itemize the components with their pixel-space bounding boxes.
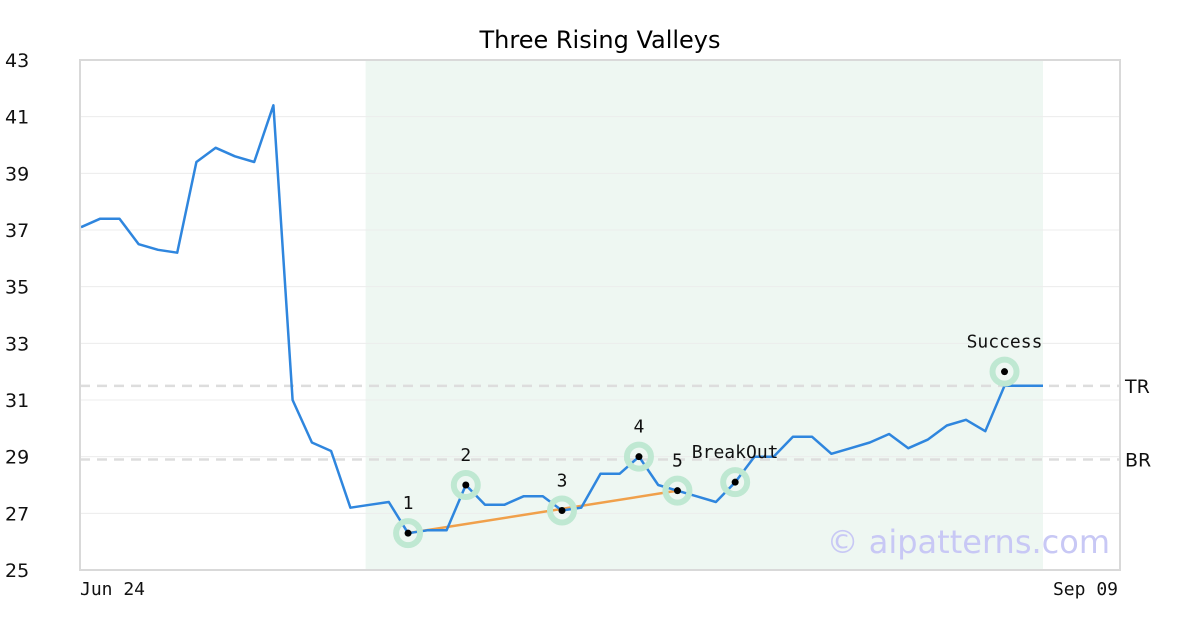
- marker-halo: [393, 518, 424, 549]
- marker-label: 4: [634, 417, 645, 438]
- levels: TR BR: [80, 376, 1151, 472]
- y-tick-label: 41: [5, 107, 29, 129]
- watermark: © aipatterns.com: [827, 523, 1110, 561]
- pattern-markers: 1 2 3 4 5 BreakOut Success: [393, 332, 1043, 549]
- marker-halo: [547, 495, 577, 526]
- y-tick-label: 33: [5, 333, 29, 355]
- level-label: BR: [1125, 450, 1151, 472]
- marker-point: [673, 487, 681, 495]
- chart-title: Three Rising Valleys: [478, 26, 720, 54]
- marker-halo: [662, 475, 693, 506]
- y-tick-label: 29: [5, 447, 29, 469]
- marker-label: 3: [557, 471, 568, 492]
- marker-label: Success: [967, 332, 1043, 353]
- marker-halo: [450, 470, 481, 500]
- marker-label: 2: [460, 445, 471, 466]
- marker-point: [462, 481, 470, 489]
- marker-point: [1001, 368, 1009, 376]
- marker-point: [558, 507, 566, 514]
- marker-point: [404, 529, 412, 537]
- y-tick-label: 27: [5, 503, 29, 525]
- y-tick-label: 39: [5, 163, 29, 185]
- level-label: TR: [1124, 376, 1150, 398]
- marker-label: BreakOut: [692, 442, 779, 463]
- trendline: [407, 489, 678, 535]
- y-tick-label: 37: [5, 220, 29, 242]
- marker-label: 5: [672, 451, 683, 472]
- y-axis: 25 27 29 31 33 35 37 39 41 43: [5, 50, 29, 582]
- y-tick-label: 35: [5, 277, 29, 299]
- marker-point: [731, 478, 739, 486]
- y-tick-label: 43: [5, 50, 29, 72]
- x-tick-start: Jun 24: [80, 579, 145, 600]
- plot-frame: [79, 59, 1121, 571]
- marker-halo: [720, 467, 751, 498]
- y-tick-label: 31: [5, 390, 29, 412]
- y-tick-label: 25: [5, 560, 29, 582]
- x-tick-end: Sep 09: [1053, 579, 1118, 600]
- marker-halo: [989, 356, 1020, 387]
- marker-halo: [623, 441, 654, 472]
- marker-label: 1: [403, 493, 414, 514]
- highlight-region: [365, 60, 1044, 570]
- marker-point: [635, 453, 643, 461]
